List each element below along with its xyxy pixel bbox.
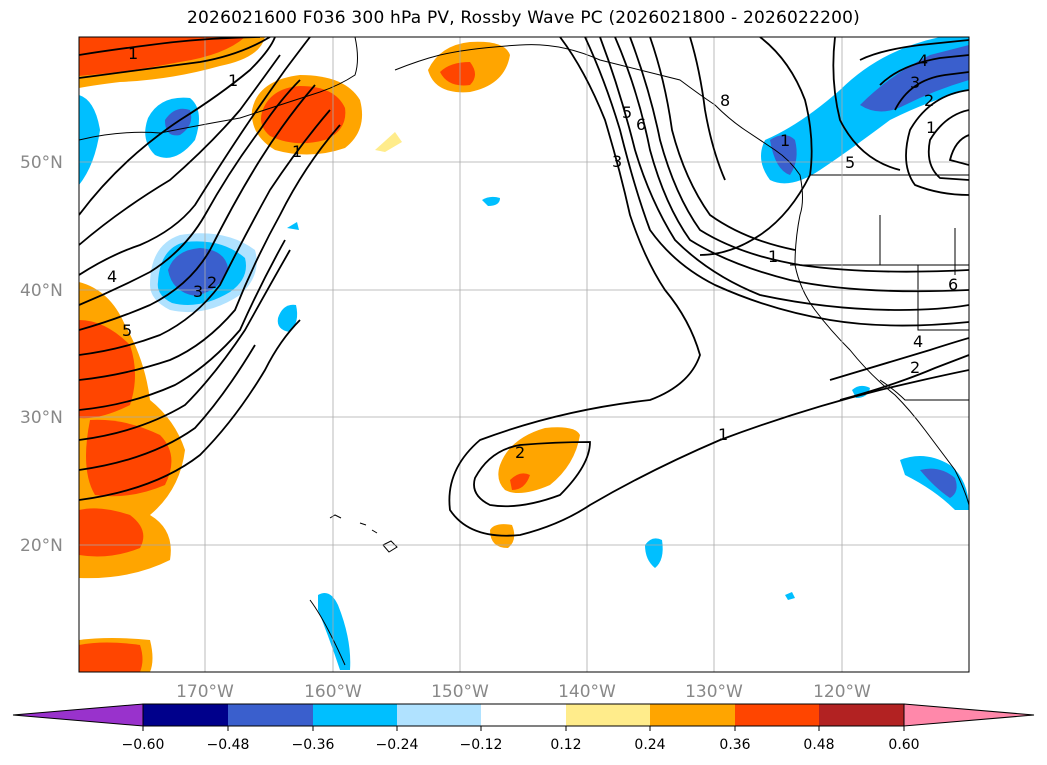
colorbar-segment	[566, 704, 650, 726]
contour-label: 5	[622, 103, 632, 122]
contour-label: 3	[910, 73, 920, 92]
contour-label: 4	[913, 332, 923, 351]
contour-label: 2	[515, 443, 525, 462]
colorbar-segment	[397, 704, 481, 726]
plot-title: 2026021600 F036 300 hPa PV, Rossby Wave …	[187, 8, 860, 28]
contour-label: 1	[718, 425, 728, 444]
colorbar-tick-label: −0.48	[207, 737, 250, 753]
rossby-contours	[79, 37, 969, 537]
colorbar-segment	[313, 704, 397, 726]
contour-label: 8	[720, 91, 730, 110]
gridlines	[79, 37, 969, 672]
longitude-labels: 170°W 160°W 150°W 140°W 130°W 120°W	[176, 682, 871, 702]
contour-label: 3	[193, 282, 203, 301]
colorbar-extend-low	[12, 703, 144, 727]
contour-label: 1	[768, 247, 778, 266]
contour-label: 5	[122, 321, 132, 340]
lat-label: 30°N	[20, 408, 63, 428]
contour-label: 1	[780, 131, 790, 150]
lon-label: 150°W	[431, 682, 489, 702]
colorbar: −0.60 −0.48 −0.36 −0.24 −0.12 0.12 0.24 …	[12, 703, 1035, 753]
latitude-labels: 50°N 40°N 30°N 20°N	[20, 153, 63, 556]
contour-label: 1	[228, 71, 238, 90]
colorbar-tick-label: −0.36	[292, 737, 335, 753]
colorbar-segment	[481, 704, 566, 726]
colorbar-tick-label: −0.60	[122, 737, 165, 753]
colorbar-tick-label: −0.24	[376, 737, 419, 753]
contour-label: 6	[636, 115, 646, 134]
contour-label: 5	[845, 153, 855, 172]
coastlines	[79, 37, 969, 666]
contour-label: 4	[107, 267, 117, 286]
colorbar-segment	[650, 704, 735, 726]
colorbar-tick-label: 0.36	[719, 737, 750, 753]
lon-label: 130°W	[685, 682, 743, 702]
contour-label: 1	[128, 44, 138, 63]
contour-label: 3	[612, 152, 622, 171]
lon-label: 140°W	[558, 682, 616, 702]
contour-label: 1	[292, 142, 302, 161]
contour-label: 2	[924, 91, 934, 110]
colorbar-extend-high	[903, 703, 1035, 727]
lat-label: 20°N	[20, 536, 63, 556]
contour-label: 6	[948, 275, 958, 294]
colorbar-segment	[735, 704, 819, 726]
contour-label: 2	[910, 358, 920, 377]
colorbar-tick-label: 0.24	[634, 737, 665, 753]
colorbar-segment	[143, 704, 228, 726]
contour-label: 1	[926, 118, 936, 137]
colorbar-segment	[819, 704, 904, 726]
colorbar-segment	[228, 704, 313, 726]
lat-label: 50°N	[20, 153, 63, 173]
lon-label: 160°W	[304, 682, 362, 702]
contour-label: 2	[207, 273, 217, 292]
pv-shading	[79, 37, 969, 672]
lat-label: 40°N	[20, 281, 63, 301]
lon-label: 120°W	[813, 682, 871, 702]
lon-label: 170°W	[176, 682, 234, 702]
map-frame	[78, 36, 970, 673]
colorbar-tick-label: 0.12	[550, 737, 581, 753]
contour-label: 4	[918, 51, 928, 70]
contour-labels: 1 1 1 2 3 4 5 5 6 8 3 1 5 1 2 3 4 1 2 4 …	[107, 44, 958, 462]
colorbar-tick-label: 0.48	[803, 737, 834, 753]
colorbar-tick-label: −0.12	[460, 737, 503, 753]
colorbar-tick-label: 0.60	[888, 737, 919, 753]
